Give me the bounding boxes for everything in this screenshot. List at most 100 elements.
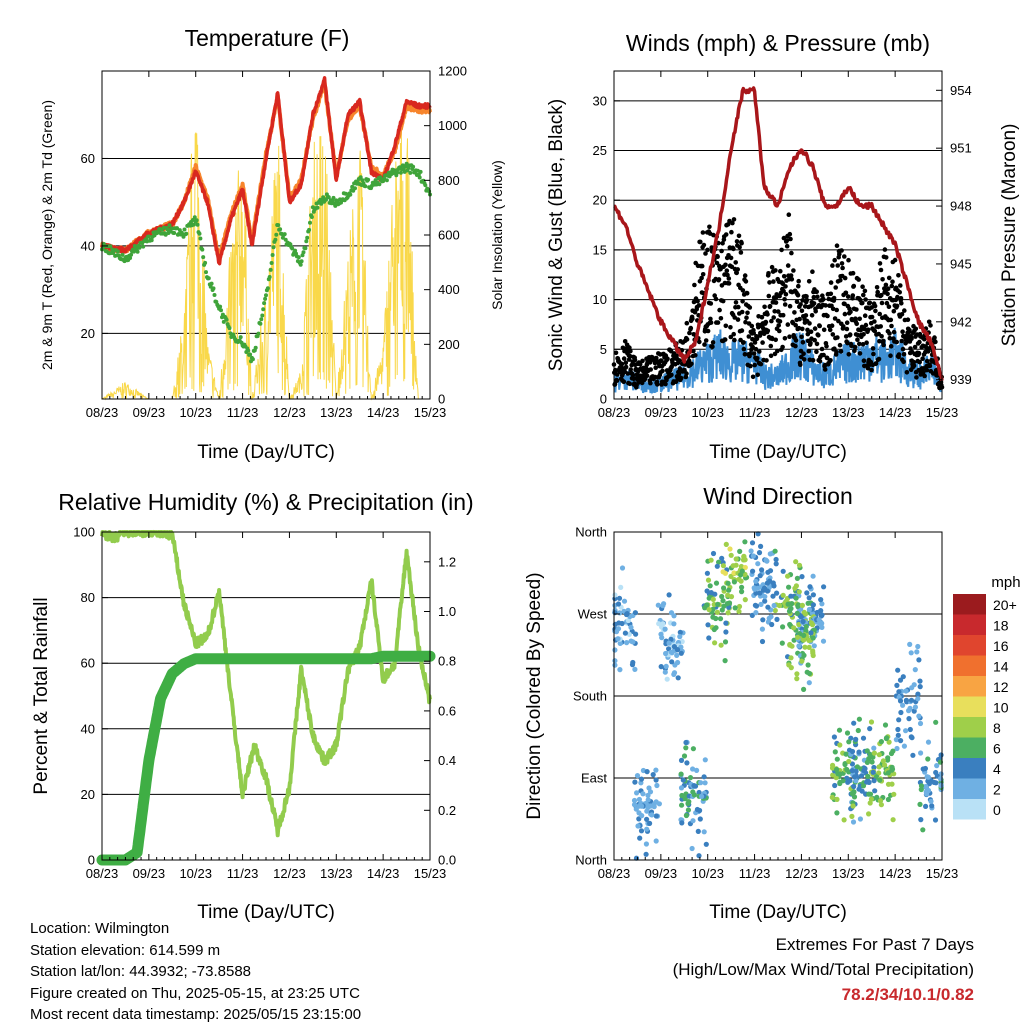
direction-point — [799, 658, 805, 664]
wind-xlabel: Time (Day/UTC) — [709, 442, 847, 463]
gust-point — [899, 338, 904, 344]
legend-label: 20+ — [993, 597, 1017, 613]
direction-point — [917, 684, 923, 690]
gust-point — [751, 330, 756, 336]
gust-point — [871, 351, 876, 357]
dewpoint-point — [149, 238, 154, 243]
direction-point — [925, 756, 931, 762]
direction-point — [801, 637, 807, 643]
direction-point — [690, 818, 696, 824]
gust-point — [813, 309, 818, 314]
dewpoint-point — [203, 260, 208, 265]
gust-point — [771, 279, 776, 284]
direction-point — [612, 621, 618, 627]
gust-point — [925, 349, 931, 354]
gust-point — [857, 341, 862, 347]
direction-point — [612, 592, 618, 598]
gust-point — [927, 363, 933, 369]
humidity-xtick-label: 08/23 — [86, 866, 119, 881]
gust-point — [814, 341, 820, 347]
gust-point — [716, 277, 722, 282]
temperature-ytick-label: 60 — [81, 151, 95, 166]
humidity-ytick-label: 40 — [81, 721, 95, 736]
legend-swatch — [953, 676, 986, 697]
gust-point — [861, 332, 866, 337]
gust-point — [747, 305, 753, 310]
gust-point — [776, 309, 781, 314]
gust-point — [749, 323, 755, 329]
gust-point — [757, 349, 762, 354]
humidity-xtick-label: 09/23 — [133, 866, 166, 881]
dewpoint-point — [417, 175, 422, 180]
dewpoint-point — [343, 191, 348, 196]
direction-point — [663, 663, 669, 670]
dewpoint-point — [395, 170, 400, 175]
direction-point — [759, 626, 766, 632]
gust-point — [705, 328, 711, 334]
wind-ylabel-right: Station Pressure (Maroon) — [999, 124, 1020, 347]
direction-point — [632, 610, 639, 616]
gust-point — [739, 328, 745, 333]
wind-xtick-label: 08/23 — [598, 405, 631, 420]
direction-point — [723, 629, 729, 635]
temperature-y2tick-label: 1000 — [438, 118, 467, 133]
direction-point — [865, 773, 871, 780]
gust-point — [870, 346, 876, 351]
direction-point — [795, 634, 801, 640]
direction-point — [766, 615, 772, 622]
gust-point — [783, 284, 788, 289]
gust-point — [684, 320, 690, 326]
gust-point — [838, 278, 843, 283]
gust-point — [628, 348, 633, 354]
dewpoint-point — [221, 319, 226, 324]
direction-point — [834, 756, 840, 762]
direction-point — [774, 616, 780, 623]
direction-point — [805, 600, 811, 606]
gust-point — [723, 323, 729, 329]
dewpoint-point — [319, 201, 324, 206]
humidity-y2tick-label: 0.6 — [438, 703, 456, 718]
direction-point — [871, 778, 877, 784]
legend-label: 4 — [993, 761, 1001, 777]
gust-point — [888, 353, 893, 359]
gust-point — [717, 307, 722, 313]
direction-point — [894, 682, 900, 689]
gust-point — [801, 357, 807, 362]
direction-point — [674, 647, 681, 653]
direction-point — [617, 667, 623, 673]
gust-point — [678, 375, 684, 381]
direction-point — [653, 838, 659, 844]
info-created: Figure created on Thu, 2025-05-15, at 23… — [30, 984, 360, 1002]
direction-point — [796, 589, 802, 595]
direction-point — [932, 817, 939, 823]
direction-point — [882, 722, 889, 728]
gust-point — [691, 348, 696, 354]
gust-point — [708, 301, 714, 306]
direction-point — [704, 602, 710, 608]
direction-point — [612, 662, 618, 668]
direction-point — [860, 783, 867, 789]
gust-point — [889, 323, 894, 329]
gust-point — [830, 263, 835, 268]
dewpoint-point — [250, 357, 255, 362]
direction-point — [690, 746, 697, 752]
gust-point — [832, 346, 837, 352]
direction-point — [716, 559, 722, 565]
legend-title: mph — [991, 574, 1020, 591]
gust-point — [885, 286, 891, 292]
direction-point — [808, 620, 814, 626]
gust-point — [735, 267, 740, 272]
wind-y2tick-label: 948 — [950, 199, 972, 214]
gust-point — [844, 320, 850, 326]
gust-point — [725, 272, 730, 278]
direction-point — [866, 811, 872, 817]
direction-point — [869, 759, 875, 765]
direction-point — [885, 796, 892, 803]
direction-point — [617, 610, 623, 616]
legend-swatch — [953, 696, 986, 717]
dewpoint-point — [303, 246, 308, 251]
gust-point — [845, 340, 850, 346]
gust-point — [772, 309, 777, 314]
gust-point — [899, 312, 905, 317]
gust-point — [842, 275, 848, 281]
